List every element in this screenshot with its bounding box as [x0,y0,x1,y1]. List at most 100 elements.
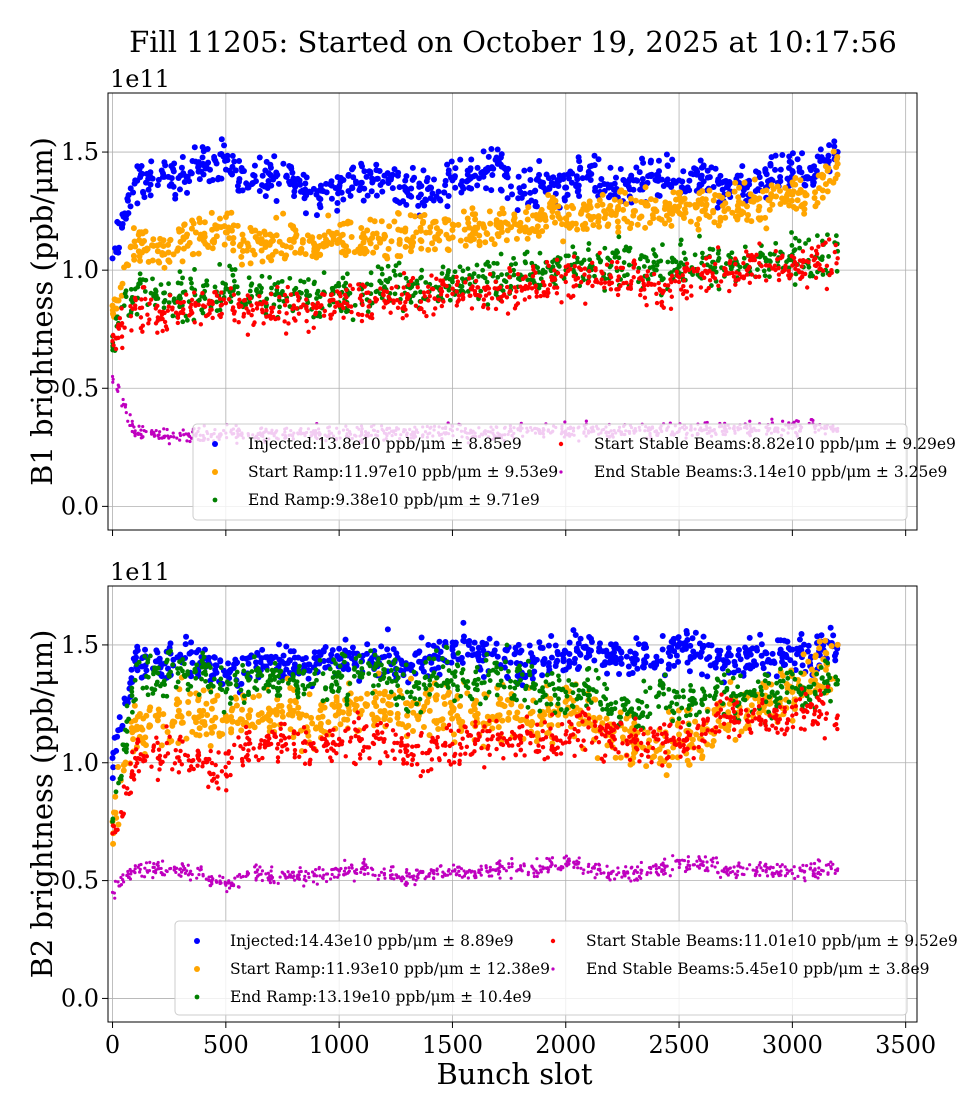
data-point [328,195,335,202]
data-point [425,289,431,295]
data-point [155,303,160,309]
data-point [146,321,151,326]
data-point [154,649,161,656]
data-point [724,269,729,275]
data-point [255,711,262,718]
data-point [668,277,673,282]
data-point [443,231,450,238]
data-point [777,174,784,181]
data-point [305,675,312,682]
data-point [196,725,203,732]
data-point [586,241,592,246]
data-point [773,673,780,680]
data-point [391,268,397,274]
data-point [373,299,378,304]
data-point [128,423,132,428]
data-point [284,311,289,316]
data-point [469,306,475,311]
data-point [675,634,682,641]
data-point [147,181,154,188]
series-start-ramp [109,148,841,320]
data-point [664,176,671,183]
data-point [459,659,466,666]
data-point [440,264,446,270]
data-point [645,269,651,274]
data-point [139,297,144,302]
data-point [426,707,433,714]
data-point [678,237,684,243]
data-point [482,166,489,173]
data-point [141,237,148,244]
data-point [668,638,675,645]
data-point [654,262,660,268]
legend-item: End Ramp:9.38e10 ppb/μm ± 9.71e9 [212,491,540,509]
data-point [371,218,378,225]
data-point [366,304,371,309]
data-point [429,273,434,278]
data-point [389,185,396,192]
data-point [257,659,264,666]
data-point [304,289,310,295]
data-point [136,237,143,244]
data-point [233,702,240,709]
data-point [232,284,238,289]
data-point [234,182,241,189]
data-point [364,641,371,648]
data-point [195,250,202,257]
data-point [367,315,373,320]
data-point [396,687,403,694]
data-point [296,311,302,316]
data-point [203,731,210,738]
data-point [445,167,452,174]
data-point [776,187,783,194]
data-point [505,716,512,723]
data-point [615,292,621,298]
data-point [423,280,429,285]
data-point [467,167,474,174]
data-point [739,163,746,170]
data-point [167,436,171,440]
data-point [602,280,608,285]
data-point [660,183,667,190]
data-point [602,285,607,290]
data-point [397,300,403,305]
data-point [287,244,294,251]
data-point [204,282,210,288]
data-point [563,184,570,191]
data-point [706,187,713,194]
data-point [171,160,178,167]
data-point [435,188,442,195]
data-point [337,291,342,296]
data-point [347,192,354,199]
data-point [304,297,309,302]
data-point [200,283,206,289]
data-point [552,642,559,649]
data-point [609,280,615,285]
data-point [150,276,155,282]
data-point [162,427,166,431]
data-point [480,274,486,279]
data-point [384,626,391,633]
data-point [394,252,401,259]
data-point [121,397,125,402]
data-point [230,272,236,278]
data-point [209,307,214,312]
data-point [549,208,556,215]
data-point [542,269,548,275]
data-point [360,197,367,204]
data-point [767,251,773,257]
data-point [449,715,456,722]
data-point [239,248,246,255]
data-point [178,164,185,171]
data-point [325,212,332,219]
data-point [722,200,729,207]
data-point [277,304,283,310]
data-point [668,306,674,312]
data-point [587,216,594,223]
data-point [480,674,487,681]
data-point [714,655,721,662]
data-point [525,204,532,211]
data-point [155,176,162,183]
data-point [161,264,168,271]
data-point [112,809,119,816]
